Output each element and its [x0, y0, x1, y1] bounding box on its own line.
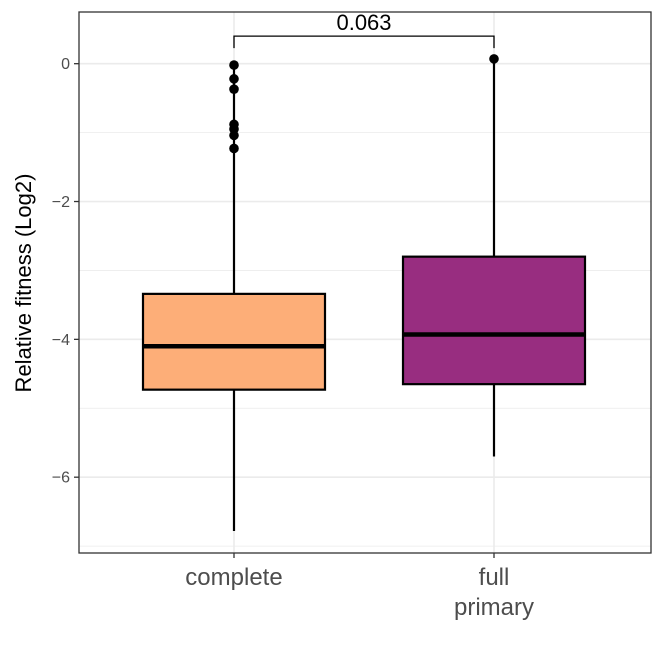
- x-tick-label-line: full: [479, 564, 510, 591]
- box-group: [141, 60, 327, 531]
- y-tick-label: −6: [52, 470, 70, 487]
- y-axis: 0 −2 −4 −6: [52, 56, 79, 487]
- comparison-line: [233, 35, 495, 49]
- outlier-point: [229, 74, 239, 84]
- x-tick-label: full primary: [454, 564, 534, 621]
- comparison-bracket: 0.063: [233, 10, 495, 49]
- y-tick-label: 0: [61, 56, 70, 73]
- y-axis-title: Relative fitness (Log2): [11, 174, 36, 393]
- x-tick-label: complete: [185, 564, 282, 591]
- outlier-point: [229, 130, 239, 141]
- outlier-point: [229, 84, 239, 94]
- box-group: [401, 54, 587, 457]
- x-axis: complete full primary: [185, 553, 534, 621]
- y-tick-label: −2: [52, 194, 70, 211]
- comparison-label: 0.063: [336, 10, 391, 35]
- outlier-point: [229, 143, 239, 154]
- y-tick-label: −4: [52, 332, 70, 349]
- box-series: [141, 54, 587, 531]
- minor-gridlines: [79, 132, 651, 547]
- x-tick-label-line: complete: [185, 564, 282, 591]
- outlier-point: [489, 54, 499, 64]
- outlier-point: [229, 60, 239, 70]
- box: [141, 292, 327, 391]
- x-tick-label-line: primary: [454, 594, 534, 621]
- panel-border: [78, 11, 652, 554]
- box: [401, 255, 587, 386]
